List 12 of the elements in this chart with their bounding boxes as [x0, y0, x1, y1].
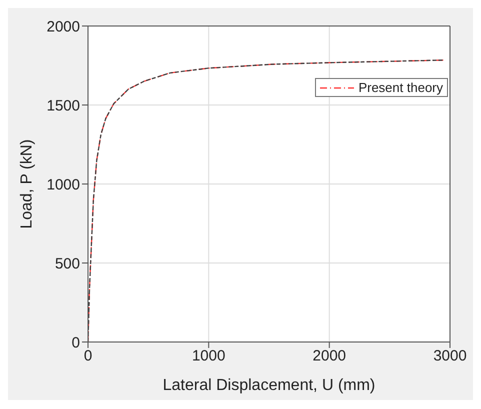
x-tick-label: 3000	[433, 348, 467, 365]
y-tick-label: 0	[72, 334, 80, 352]
x-tick-label: 2000	[312, 348, 346, 365]
y-tick-label: 1500	[46, 97, 80, 114]
x-axis-title: Lateral Displacement, U (mm)	[162, 377, 376, 394]
y-tick-label: 2000	[46, 18, 80, 36]
y-axis-title: Load, P (kN)	[18, 139, 36, 229]
x-tick-label: 0	[84, 348, 92, 365]
y-tick-label: 500	[54, 255, 80, 272]
x-tick-label: 1000	[192, 348, 226, 365]
legend-label: Present theory	[358, 80, 443, 95]
y-tick-label: 1000	[46, 176, 80, 194]
